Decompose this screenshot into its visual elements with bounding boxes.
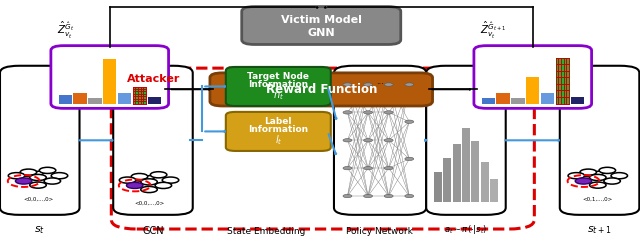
Circle shape — [343, 83, 352, 86]
Circle shape — [15, 178, 32, 184]
Text: $a_t{\sim}\pi(\cdot|s_t)$: $a_t{\sim}\pi(\cdot|s_t)$ — [444, 223, 487, 236]
Circle shape — [364, 139, 372, 142]
Circle shape — [44, 178, 61, 184]
Circle shape — [384, 194, 393, 198]
Circle shape — [127, 182, 143, 188]
Text: $n_t$: $n_t$ — [273, 90, 284, 102]
Circle shape — [155, 182, 172, 188]
Text: $\hat{Z}^{\hat{G}_{t+1}}_{v_t}$: $\hat{Z}^{\hat{G}_{t+1}}_{v_t}$ — [480, 20, 506, 41]
FancyBboxPatch shape — [334, 66, 426, 215]
FancyBboxPatch shape — [51, 46, 168, 108]
Bar — [118, 93, 131, 104]
Circle shape — [604, 178, 620, 184]
Circle shape — [575, 178, 592, 184]
FancyBboxPatch shape — [226, 112, 331, 151]
Bar — [88, 98, 102, 104]
Circle shape — [29, 182, 46, 188]
Bar — [526, 77, 540, 104]
Text: $s_t$: $s_t$ — [34, 224, 45, 236]
Text: Attacker: Attacker — [127, 74, 180, 84]
Text: Information: Information — [248, 125, 308, 134]
Text: ...: ... — [376, 77, 384, 86]
FancyBboxPatch shape — [426, 66, 506, 215]
FancyBboxPatch shape — [0, 66, 79, 215]
Text: Reward Function: Reward Function — [266, 83, 377, 96]
Circle shape — [611, 173, 628, 179]
Circle shape — [141, 186, 157, 193]
FancyBboxPatch shape — [210, 73, 433, 106]
Bar — [452, 144, 461, 202]
Text: GNN: GNN — [307, 28, 335, 38]
Bar — [133, 87, 146, 104]
Circle shape — [364, 167, 372, 170]
Text: Target Node: Target Node — [247, 72, 309, 81]
Bar — [481, 98, 495, 104]
Text: <0,1,...,0>: <0,1,...,0> — [582, 197, 613, 202]
Bar — [571, 97, 584, 104]
Circle shape — [589, 174, 606, 181]
Circle shape — [405, 120, 413, 123]
Bar — [541, 93, 554, 104]
Bar — [497, 93, 509, 104]
Bar — [490, 179, 498, 202]
Circle shape — [384, 139, 393, 142]
Circle shape — [589, 182, 606, 188]
Bar — [74, 93, 86, 104]
Circle shape — [384, 83, 393, 86]
Circle shape — [51, 173, 68, 179]
FancyBboxPatch shape — [560, 66, 639, 215]
Circle shape — [580, 169, 596, 175]
Bar — [471, 141, 479, 202]
Circle shape — [405, 83, 413, 86]
Circle shape — [141, 179, 157, 185]
Circle shape — [343, 111, 352, 114]
Text: Policy Network: Policy Network — [346, 227, 413, 236]
Circle shape — [364, 111, 372, 114]
FancyBboxPatch shape — [226, 67, 331, 106]
Circle shape — [364, 83, 372, 86]
Circle shape — [384, 111, 393, 114]
Circle shape — [568, 173, 584, 179]
Circle shape — [405, 194, 413, 198]
Text: Information: Information — [248, 80, 308, 89]
Bar — [481, 162, 489, 202]
Circle shape — [405, 157, 413, 161]
Bar — [462, 128, 470, 202]
Circle shape — [364, 194, 372, 198]
Bar — [58, 95, 72, 104]
Circle shape — [162, 177, 179, 183]
Circle shape — [384, 167, 393, 170]
Bar — [148, 97, 161, 104]
Text: GCN: GCN — [143, 226, 164, 236]
Bar — [443, 158, 451, 202]
Circle shape — [39, 167, 56, 174]
Circle shape — [343, 139, 352, 142]
Circle shape — [599, 167, 616, 174]
Circle shape — [150, 172, 167, 178]
Bar — [511, 98, 525, 104]
FancyBboxPatch shape — [474, 46, 591, 108]
Circle shape — [343, 194, 352, 198]
Text: <0,0,...,0>: <0,0,...,0> — [23, 197, 53, 202]
Bar — [434, 172, 442, 202]
Text: $\hat{Z}^{\hat{G}_t}_{v_t}$: $\hat{Z}^{\hat{G}_t}_{v_t}$ — [57, 20, 75, 41]
Circle shape — [8, 173, 25, 179]
Circle shape — [119, 177, 136, 183]
Circle shape — [20, 169, 36, 175]
Circle shape — [131, 174, 148, 180]
FancyBboxPatch shape — [242, 7, 401, 45]
Circle shape — [343, 167, 352, 170]
Text: $s_{t+1}$: $s_{t+1}$ — [587, 224, 612, 236]
Bar — [556, 58, 569, 104]
Text: <0,0,...,0>: <0,0,...,0> — [134, 201, 164, 206]
Text: $l_t$: $l_t$ — [275, 134, 282, 148]
Bar — [103, 59, 116, 104]
Text: Label: Label — [264, 117, 292, 126]
Text: State Embedding: State Embedding — [227, 227, 305, 236]
FancyBboxPatch shape — [113, 66, 193, 215]
Circle shape — [29, 174, 46, 181]
Text: Victim Model: Victim Model — [281, 15, 362, 25]
